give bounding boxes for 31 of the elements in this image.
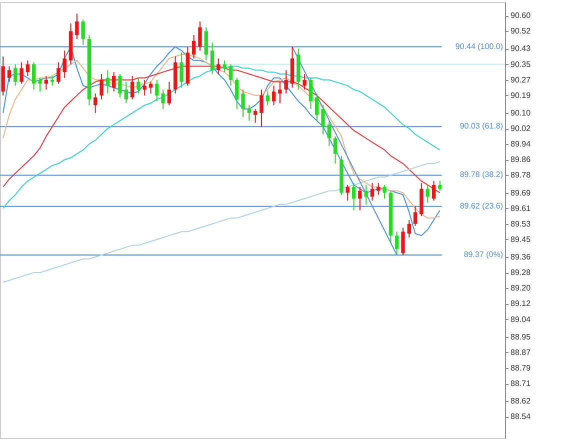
y-tick-label: 88.79 (510, 363, 532, 372)
y-tick-label: 89.04 (510, 314, 532, 324)
y-tick-label: 88.87 (510, 348, 532, 357)
y-tick-label: 89.94 (510, 140, 532, 149)
y-tick-label: 88.95 (510, 332, 532, 342)
y-tick-label: 90.19 (510, 90, 532, 100)
y-tick-label: 88.71 (510, 379, 532, 388)
y-tick-label: 90.02 (510, 124, 532, 134)
y-tick-label: 89.45 (510, 234, 532, 244)
y-tick-label: 89.86 (510, 155, 532, 164)
y-tick-label: 88.62 (510, 396, 532, 406)
y-tick-label: 90.35 (510, 60, 532, 69)
ref-line-label: 89.78 (38.2) (460, 170, 504, 180)
y-tick-label: 89.28 (510, 268, 532, 278)
ref-line-label: 90.03 (61.8) (460, 122, 504, 131)
y-tick-label: 89.61 (510, 204, 532, 213)
y-tick-label: 89.20 (510, 284, 532, 293)
ref-line-label: 89.37 (0%) (464, 250, 504, 260)
y-tick-label: 90.52 (510, 26, 532, 36)
y-tick-label: 88.54 (510, 412, 532, 422)
y-tick-label: 90.10 (510, 108, 532, 118)
ref-line-label: 89.62 (23.6) (460, 201, 504, 210)
y-tick-label: 89.78 (510, 170, 532, 180)
y-tick-label: 89.53 (510, 219, 532, 228)
y-tick-label: 89.36 (510, 252, 532, 262)
y-tick-label: 90.43 (510, 44, 532, 54)
y-tick-label: 90.60 (510, 11, 532, 20)
y-tick-label: 90.27 (510, 75, 532, 84)
ref-line-label: 90.44 (100.0) (455, 42, 504, 51)
y-tick-label: 89.69 (510, 188, 532, 198)
y-tick-label: 89.12 (510, 299, 532, 308)
